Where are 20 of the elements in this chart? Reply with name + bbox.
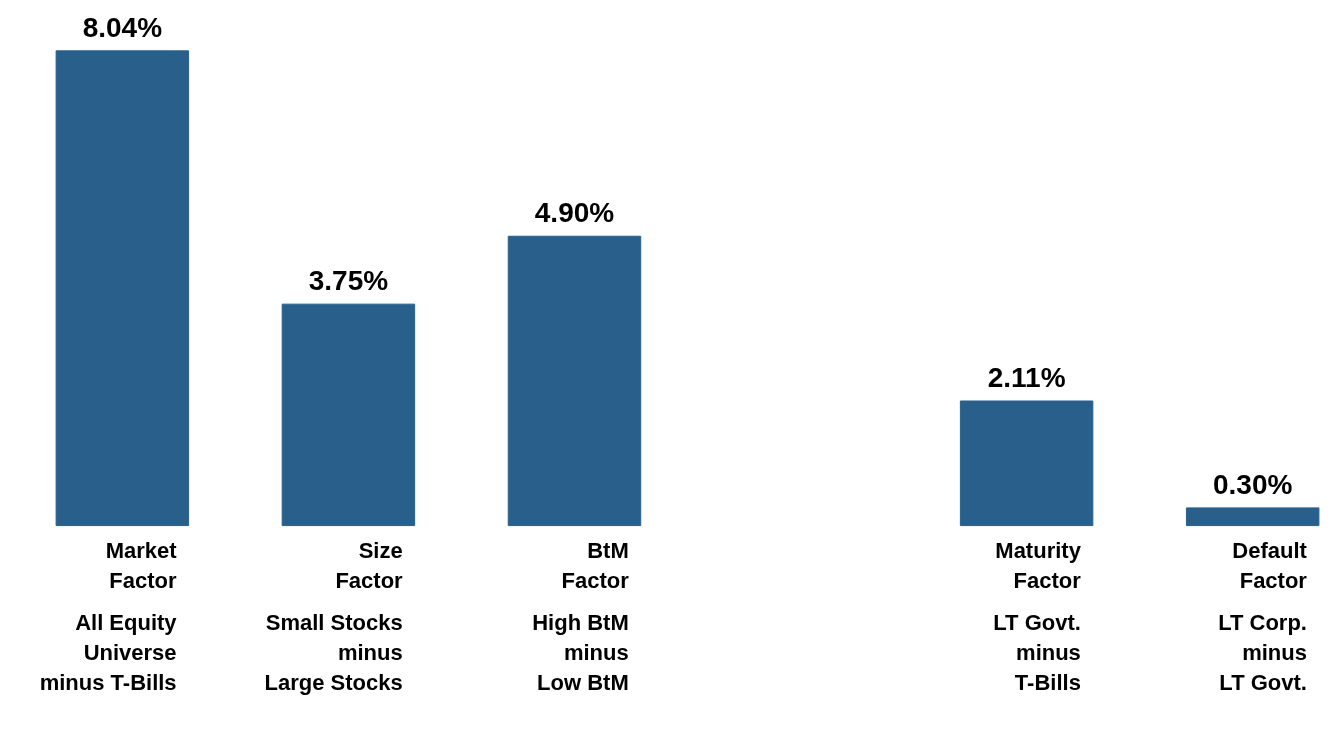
x-tick-label: Market Factor [105,537,178,593]
text: All Equity Universe minus T-Bills [39,609,178,695]
bar [55,50,190,527]
bar [959,400,1094,527]
x-tick-label: Maturity Factor [995,537,1082,593]
x-tick-label: Default Factor [1232,537,1308,593]
bar [1185,507,1320,527]
data-label: 4.90% [534,197,615,229]
data-label: 8.04% [82,11,163,43]
data-label: 0.30% [1212,468,1293,500]
x-tick-label: Size Factor [335,537,404,593]
x-tick-label: BtM Factor [561,537,630,593]
data-label: 3.75% [308,265,389,297]
text: High BtM minus Low BtM [532,609,629,695]
bar [281,303,416,527]
text: Small Stocks minus Large Stocks [264,609,403,695]
text: LT Corp. minus LT Govt. [1218,609,1307,695]
text: LT Govt. minus T-Bills [993,609,1081,695]
data-label: 2.11% [987,362,1066,393]
bar [507,235,642,527]
